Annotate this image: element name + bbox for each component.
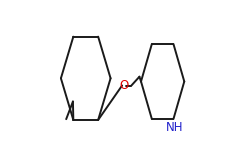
Text: NH: NH xyxy=(166,121,183,134)
Text: O: O xyxy=(120,79,129,92)
